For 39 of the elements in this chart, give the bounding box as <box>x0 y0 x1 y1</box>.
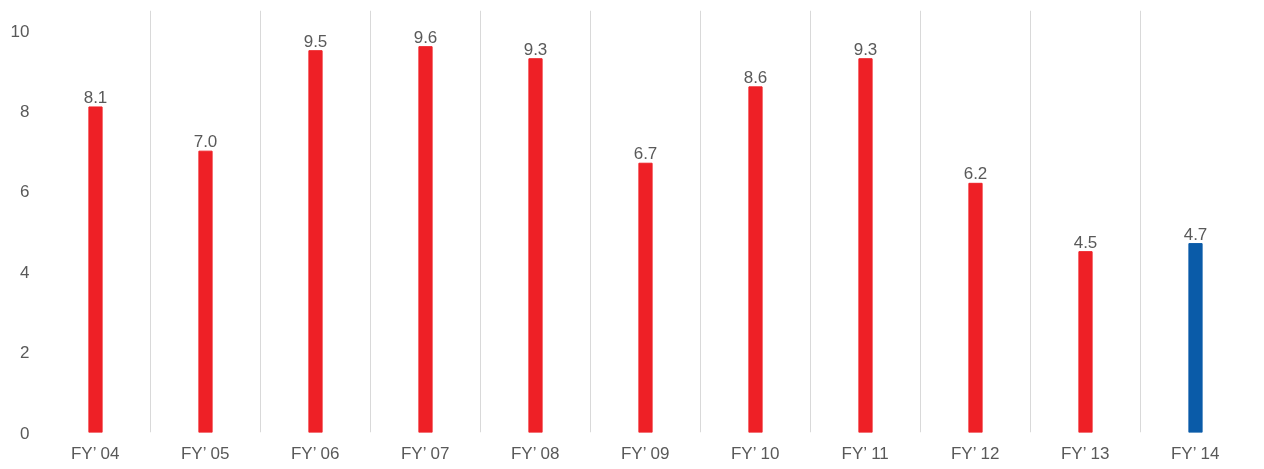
bar <box>308 50 323 433</box>
data-label: 9.6 <box>413 27 438 47</box>
bar <box>418 46 433 433</box>
data-label: 4.7 <box>1183 224 1208 244</box>
data-label: 8.6 <box>743 67 768 87</box>
y-tick-label: 0 <box>20 423 30 443</box>
y-tick-label: 10 <box>10 21 30 41</box>
x-tick-label: FY’ 10 <box>730 443 780 463</box>
bar <box>968 182 983 433</box>
x-tick-label: FY’ 05 <box>180 443 230 463</box>
x-tick-label: FY’ 07 <box>400 443 450 463</box>
bar <box>858 58 873 433</box>
data-label: 6.2 <box>963 164 988 184</box>
x-tick-label: FY’ 04 <box>70 443 120 463</box>
x-tick-label: FY’ 13 <box>1060 443 1110 463</box>
data-label: 6.7 <box>633 144 658 164</box>
y-tick-label: 6 <box>20 182 30 202</box>
data-label: 8.1 <box>83 87 108 107</box>
y-tick-label: 8 <box>20 101 30 121</box>
y-tick-label: 2 <box>20 343 30 363</box>
data-label: 9.3 <box>523 39 548 59</box>
x-tick-label: FY’ 11 <box>841 443 889 463</box>
data-label: 9.3 <box>853 39 878 59</box>
bar <box>1188 243 1203 433</box>
bar <box>1078 251 1093 433</box>
x-tick-label: FY’ 09 <box>620 443 670 463</box>
x-tick-label: FY’ 08 <box>510 443 560 463</box>
bar <box>528 58 543 433</box>
x-tick-label: FY’ 12 <box>950 443 1000 463</box>
data-label: 7.0 <box>193 132 218 152</box>
data-label: 4.5 <box>1073 232 1098 252</box>
data-label: 9.5 <box>303 31 328 51</box>
bar <box>198 150 213 433</box>
bar <box>88 106 103 433</box>
y-tick-label: 4 <box>20 262 30 282</box>
x-tick-label: FY’ 06 <box>290 443 340 463</box>
bar <box>638 162 653 433</box>
bar <box>748 86 763 433</box>
x-tick-label: FY’ 14 <box>1170 443 1220 463</box>
